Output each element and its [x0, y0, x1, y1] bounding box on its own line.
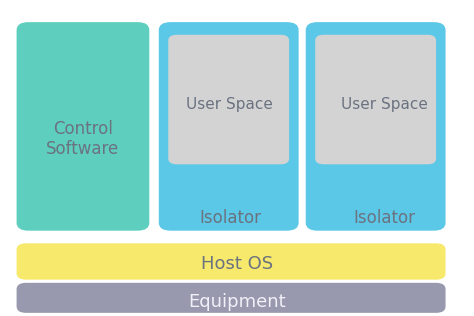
FancyBboxPatch shape	[17, 243, 446, 280]
Text: Control
Software: Control Software	[46, 120, 119, 158]
FancyBboxPatch shape	[17, 22, 149, 231]
FancyBboxPatch shape	[159, 22, 299, 231]
Text: User Space: User Space	[186, 97, 273, 112]
Text: Host OS: Host OS	[201, 255, 273, 273]
FancyBboxPatch shape	[17, 283, 446, 313]
FancyBboxPatch shape	[315, 35, 436, 164]
Text: Isolator: Isolator	[199, 209, 261, 227]
FancyBboxPatch shape	[168, 35, 289, 164]
Text: Equipment: Equipment	[188, 293, 286, 311]
Text: User Space: User Space	[340, 97, 428, 112]
FancyBboxPatch shape	[306, 22, 446, 231]
Text: Isolator: Isolator	[353, 209, 415, 227]
